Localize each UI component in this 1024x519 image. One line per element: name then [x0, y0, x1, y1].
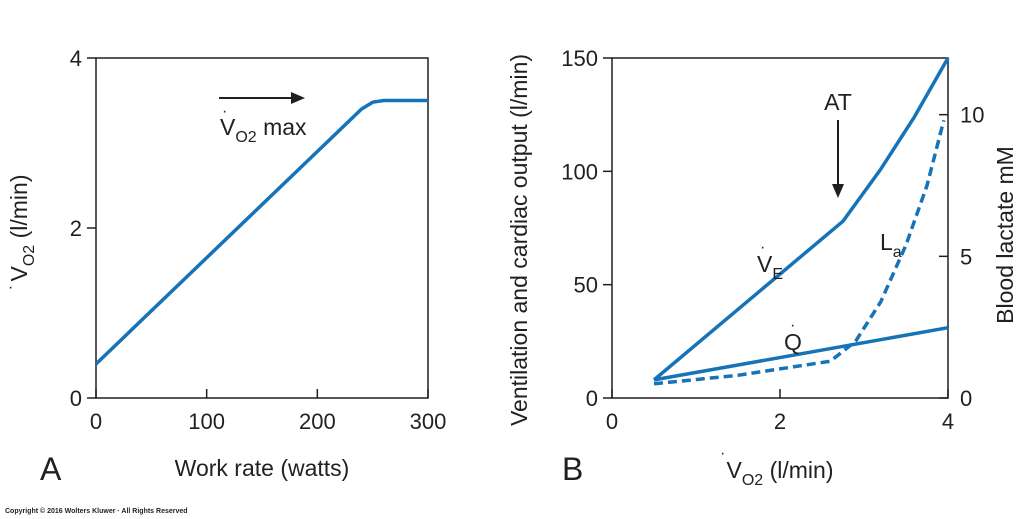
panel-a-x-tick-label: 200 — [299, 409, 336, 434]
panel-b-y2-tick-label: 5 — [960, 244, 972, 269]
panel-b-q-label: Q — [784, 329, 802, 355]
panel-b-plot-frame — [611, 57, 949, 399]
panel-b-chart: 0 2 4 0 50 100 150 0 5 10 AT VE · Q · La VO2 (l… — [506, 46, 1018, 489]
panel-a-y-tick-label: 0 — [70, 386, 82, 411]
panel-a-vo2max-dot: · — [222, 103, 227, 120]
panel-b-y-tick-label: 150 — [561, 46, 598, 71]
panel-a-y-label-dot: · — [8, 279, 13, 296]
panel-a-y-axis-label: VO2 (l/min) — [6, 175, 38, 282]
panel-a-y-tick-label: 4 — [70, 46, 82, 71]
panel-b-x-tick-label: 0 — [606, 409, 618, 434]
panel-b-ve-dot: · — [760, 239, 765, 256]
panel-b-x-axis-label: VO2 (l/min) — [727, 457, 834, 489]
panel-b-x-tick-label: 4 — [942, 409, 954, 434]
panel-b-x-label-dot: · — [720, 445, 725, 462]
panel-b-y-axis-label: Ventilation and cardiac output (l/min) — [506, 54, 532, 426]
panel-b-q-dot: · — [790, 317, 795, 334]
panel-a-vo2max-annotation: VO2 max — [220, 114, 307, 146]
panel-b-at-arrowhead — [832, 184, 844, 198]
panel-b-x-tick-label: 2 — [774, 409, 786, 434]
panel-b-y2-tick-label: 0 — [960, 386, 972, 411]
panel-a-x-tick-label: 0 — [90, 409, 102, 434]
panel-b-cardiac-output-line — [653, 325, 949, 382]
panel-a-vo2max-arrowhead — [291, 92, 305, 104]
panel-a-x-axis-label: Work rate (watts) — [175, 455, 350, 481]
panel-a-x-tick-label: 300 — [410, 409, 447, 434]
panel-a-chart: 0 100 200 300 0 2 4 VO2 max · Work rate (watt… — [6, 46, 446, 487]
panel-b-y-tick-label: 0 — [586, 386, 598, 411]
panel-b-y-tick-label: 100 — [561, 159, 598, 184]
panel-b-y-tick-label: 50 — [574, 273, 598, 298]
panel-b-label: B — [562, 451, 583, 487]
panel-b-y2-axis-label: Blood lactate mM — [992, 146, 1018, 324]
panel-a-y-tick-label: 2 — [70, 216, 82, 241]
panel-a-label: A — [40, 451, 62, 487]
panel-b-at-label: AT — [824, 89, 852, 115]
panel-a-x-tick-label: 100 — [188, 409, 225, 434]
panel-b-la-label: La — [880, 229, 902, 261]
panel-a-vo2-line — [94, 98, 428, 366]
panel-b-ve-label: VE — [757, 251, 783, 283]
panel-a-plot-frame — [95, 57, 429, 399]
panel-b-y2-tick-label: 10 — [960, 103, 984, 128]
panel-b-ventilation-line — [652, 57, 950, 382]
panel-b-lactate-line — [653, 119, 946, 386]
copyright-notice: Copyright © 2016 Wolters Kluwer · All Ri… — [5, 507, 188, 515]
